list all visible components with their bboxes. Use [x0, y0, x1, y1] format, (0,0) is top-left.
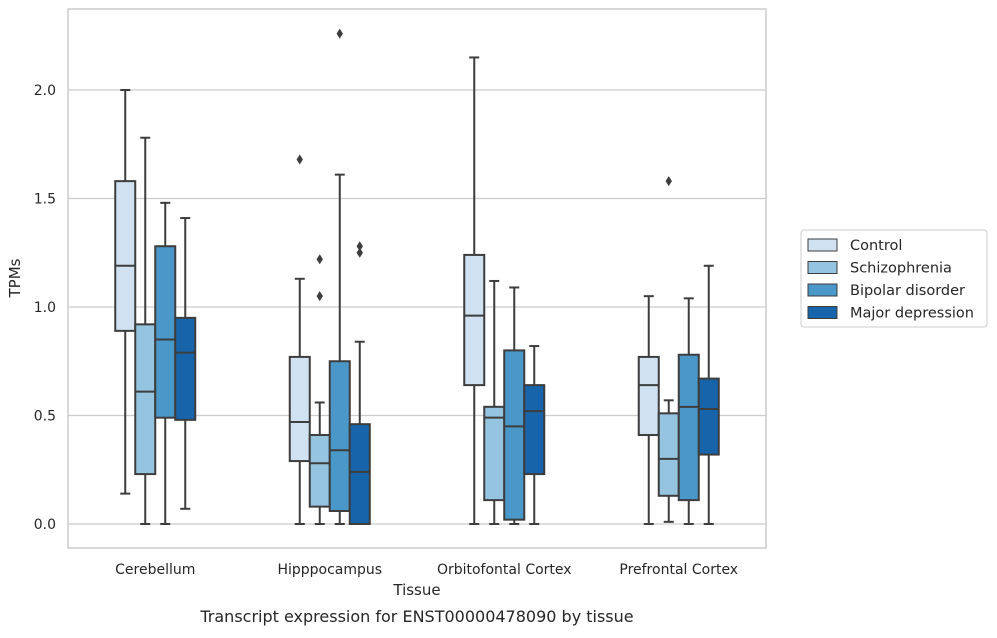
box	[503, 349, 526, 521]
x-tick-label: Cerebellum	[115, 562, 195, 578]
box	[657, 412, 680, 497]
y-tick-label: 0.5	[34, 409, 56, 425]
y-tick-labels: 0.0 0.5 1.0 1.5 2.0	[34, 83, 56, 533]
outlier-point	[356, 247, 363, 258]
chart-caption: Transcript expression for ENST0000047809…	[199, 607, 633, 626]
box-plots	[114, 28, 720, 525]
y-tick-label: 1.0	[34, 300, 56, 316]
outlier-point	[316, 254, 323, 265]
legend: Control Schizophrenia Bipolar disorder Majo…	[800, 229, 988, 328]
outlier-point	[296, 154, 303, 165]
x-tick-label: Prefrontal Cortex	[619, 562, 738, 578]
legend-label: Schizophrenia	[850, 261, 952, 277]
box-group	[114, 89, 137, 495]
box-group	[463, 56, 486, 525]
x-tick-labels: Cerebellum Hipppocampus Orbitofontal Corte…	[115, 562, 738, 578]
plot-frame	[67, 8, 767, 549]
y-tick-label: 2.0	[34, 83, 56, 99]
box-group	[348, 241, 371, 525]
box	[328, 360, 351, 512]
box	[154, 245, 177, 419]
box	[697, 377, 720, 456]
box-group	[697, 264, 720, 525]
x-tick-label: Orbitofontal Cortex	[437, 562, 572, 578]
legend-swatch	[807, 261, 838, 274]
box	[174, 316, 197, 421]
box-group	[523, 345, 546, 525]
box	[308, 434, 331, 508]
box-group	[483, 279, 506, 525]
box	[348, 423, 371, 525]
box	[463, 253, 486, 387]
box	[523, 384, 546, 476]
box	[114, 180, 137, 332]
box-group	[503, 286, 526, 525]
box-group	[154, 201, 177, 525]
outlier-point	[336, 28, 343, 39]
box	[288, 355, 311, 463]
legend-label: Major depression	[850, 306, 974, 322]
legend-label: Bipolar disorder	[850, 283, 965, 299]
outlier-point	[356, 241, 363, 252]
box-group	[657, 176, 680, 523]
legend-swatch	[807, 238, 838, 252]
box-group	[174, 217, 197, 510]
outlier-point	[316, 291, 323, 302]
legend-label: Control	[850, 238, 902, 254]
legend-frame	[800, 229, 988, 328]
box-group	[677, 297, 700, 525]
x-axis-label: Tissue	[392, 581, 440, 599]
box-group	[637, 295, 660, 525]
box-group	[134, 136, 157, 525]
box-group	[328, 28, 351, 525]
x-tick-label: Hipppocampus	[277, 562, 382, 578]
legend-swatch	[807, 283, 838, 297]
y-tick-label: 0.0	[34, 517, 56, 533]
box-group	[288, 154, 311, 525]
box	[677, 353, 700, 502]
y-axis-label: TPMs	[6, 258, 24, 298]
y-tick-label: 1.5	[34, 192, 56, 208]
legend-swatch	[807, 306, 838, 319]
box-group	[308, 254, 331, 525]
box	[637, 355, 660, 437]
outlier-point	[665, 176, 672, 187]
box	[483, 405, 506, 502]
box	[134, 323, 157, 476]
